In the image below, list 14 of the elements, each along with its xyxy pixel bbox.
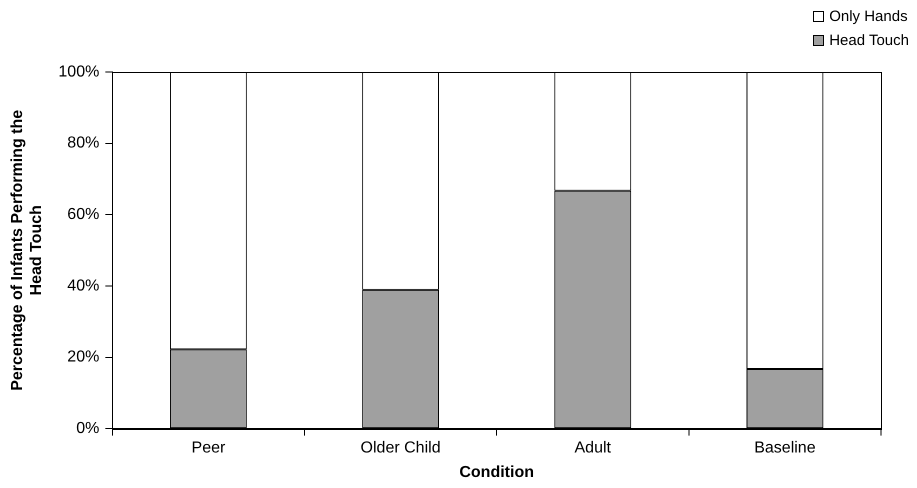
y-axis-title: Percentage of Infants Performing the Head Touch [9,110,46,391]
x-tick-label: Baseline [754,440,816,457]
x-tick-label: Older Child [360,440,441,457]
legend-label: Head Touch [829,32,909,48]
x-tick-label: Peer [192,440,226,457]
y-tick-label: 0% [76,420,100,438]
text: Only Hands [829,8,908,24]
y-tick-label: 100% [58,63,100,80]
y-tick-label: 60% [67,206,100,224]
x-axis-title: Condition [459,464,534,481]
y-tick-label: 40% [67,277,100,294]
y-tick-label: 20% [67,348,100,366]
y-tick-label: 80% [67,134,100,152]
x-tick-label: Adult [574,440,612,457]
